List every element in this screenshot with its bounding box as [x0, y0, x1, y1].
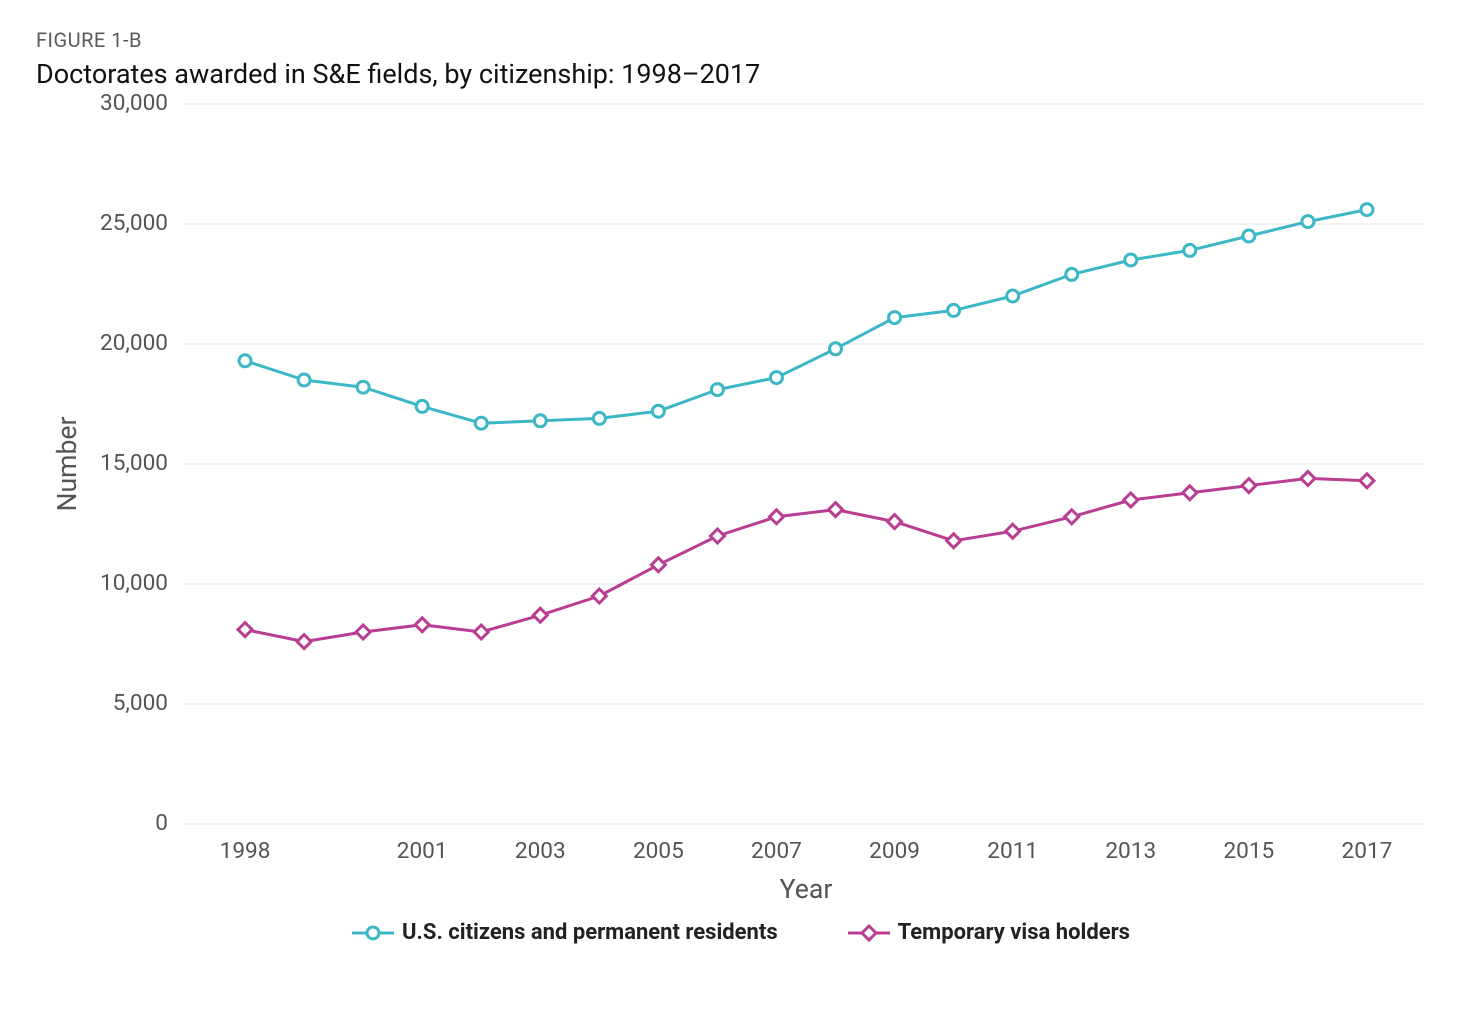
- series-marker-1: [1360, 474, 1374, 488]
- series-marker-1: [710, 529, 724, 543]
- series-marker-1: [415, 618, 429, 632]
- figure-container: FIGURE 1-B Doctorates awarded in S&E fie…: [0, 0, 1482, 1020]
- figure-label: FIGURE 1-B: [36, 28, 1446, 52]
- series-marker-0: [298, 374, 310, 386]
- y-tick-label: 25,000: [100, 209, 168, 236]
- line-chart: 0 5,000 10,000 15,000 20,000 25,000 30,000 1998…: [36, 94, 1446, 914]
- series-marker-0: [948, 304, 960, 316]
- series-marker-1: [592, 589, 606, 603]
- series-marker-1: [651, 558, 665, 572]
- series-marker-1: [238, 623, 252, 637]
- x-tick-label: 2005: [633, 837, 684, 864]
- series-marker-0: [593, 412, 605, 424]
- chart-legend: U.S. citizens and permanent residents Tem…: [36, 920, 1446, 945]
- series-marker-0: [239, 355, 251, 367]
- series-marker-1: [474, 625, 488, 639]
- series-marker-1: [1301, 471, 1315, 485]
- series-marker-1: [1065, 510, 1079, 524]
- legend-label-0: U.S. citizens and permanent residents: [402, 920, 778, 945]
- figure-title: Doctorates awarded in S&E fields, by cit…: [36, 58, 1446, 90]
- series-marker-0: [475, 417, 487, 429]
- legend-item-0: U.S. citizens and permanent residents: [352, 920, 778, 945]
- chart-area: 0 5,000 10,000 15,000 20,000 25,000 30,000 1998…: [36, 94, 1446, 914]
- x-tick-label: 1998: [220, 837, 271, 864]
- y-tick-label: 5,000: [113, 689, 168, 716]
- legend-item-1: Temporary visa holders: [848, 920, 1130, 945]
- series-marker-0: [357, 381, 369, 393]
- x-tick-label: 2009: [869, 837, 920, 864]
- x-tick-label: 2011: [987, 837, 1038, 864]
- y-tick-label: 20,000: [100, 329, 168, 356]
- series-marker-1: [297, 635, 311, 649]
- legend-marker-1: [848, 923, 890, 943]
- series-marker-0: [1184, 244, 1196, 256]
- series-marker-0: [1066, 268, 1078, 280]
- y-tick-label: 30,000: [100, 94, 168, 116]
- series-marker-0: [830, 343, 842, 355]
- x-tick-label: 2013: [1105, 837, 1156, 864]
- legend-label-1: Temporary visa holders: [898, 920, 1130, 945]
- series-marker-0: [889, 312, 901, 324]
- series-marker-0: [1302, 216, 1314, 228]
- series-line-0: [245, 210, 1367, 424]
- series-marker-1: [356, 625, 370, 639]
- x-tick-label: 2017: [1342, 837, 1393, 864]
- x-tick-label: 2007: [751, 837, 802, 864]
- y-tick-label: 15,000: [100, 449, 168, 476]
- y-tick-label: 10,000: [100, 569, 168, 596]
- series-marker-0: [1361, 204, 1373, 216]
- series-marker-1: [1124, 493, 1138, 507]
- x-tick-label: 2001: [397, 837, 448, 864]
- series-marker-1: [1183, 486, 1197, 500]
- series-marker-0: [711, 384, 723, 396]
- series-line-1: [245, 478, 1367, 641]
- series-marker-0: [1243, 230, 1255, 242]
- y-axis-label: Number: [52, 417, 83, 512]
- series-marker-0: [534, 415, 546, 427]
- series-marker-0: [1007, 290, 1019, 302]
- series-marker-1: [888, 515, 902, 529]
- series-marker-0: [652, 405, 664, 417]
- series-marker-1: [1242, 479, 1256, 493]
- series-marker-1: [533, 608, 547, 622]
- series-marker-0: [416, 400, 428, 412]
- series-marker-1: [947, 534, 961, 548]
- series-marker-1: [1006, 524, 1020, 538]
- y-tick-label: 0: [155, 809, 168, 836]
- series-marker-1: [829, 503, 843, 517]
- series-marker-0: [770, 372, 782, 384]
- legend-marker-0: [352, 923, 394, 943]
- series-marker-1: [769, 510, 783, 524]
- x-tick-label: 2003: [515, 837, 566, 864]
- x-axis-label: Year: [780, 874, 833, 905]
- series-marker-0: [1125, 254, 1137, 266]
- x-tick-label: 2015: [1223, 837, 1274, 864]
